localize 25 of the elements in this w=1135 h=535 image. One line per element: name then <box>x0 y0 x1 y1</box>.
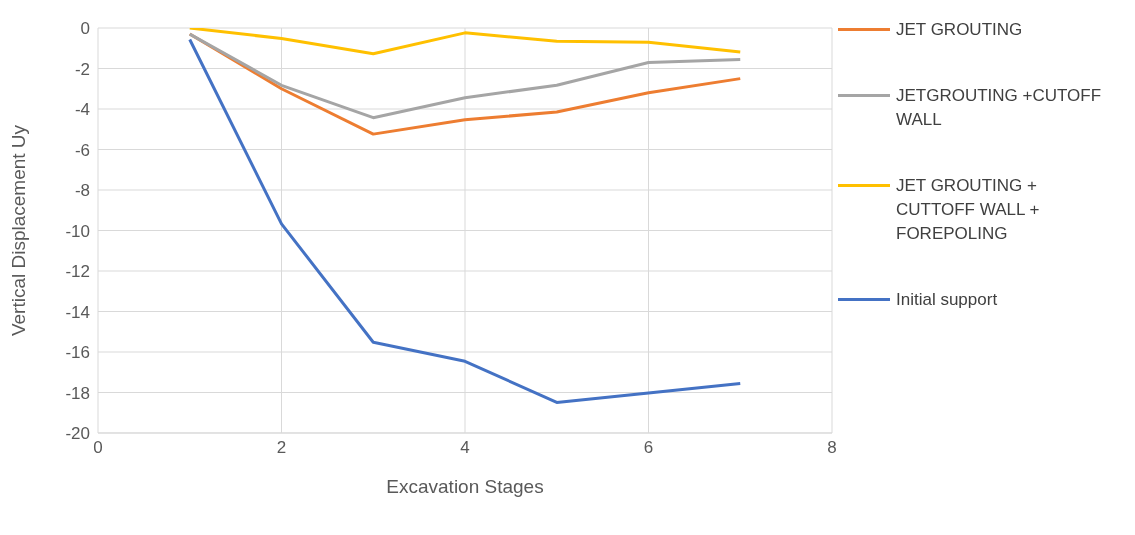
legend-label: JETGROUTING +CUTOFF WALL <box>896 85 1103 131</box>
x-tick-label: 4 <box>460 438 470 458</box>
y-tick-label: -8 <box>74 181 90 201</box>
legend-label: JET GROUTING <box>896 19 1023 41</box>
line-series <box>188 28 742 56</box>
legend-label: JET GROUTING + CUTTOFF WALL + FOREPOLING <box>896 175 1041 245</box>
y-tick-label: -12 <box>65 262 90 282</box>
y-tick-label: -4 <box>74 100 90 120</box>
line-series <box>188 38 742 404</box>
y-axis-title: Vertical Displacement Uy <box>7 124 29 337</box>
x-axis-title: Excavation Stages <box>386 476 544 497</box>
y-tick-label: -18 <box>65 383 90 403</box>
x-tick-label: 6 <box>643 438 654 458</box>
x-tick-label: 2 <box>276 438 287 458</box>
y-tick-label: -10 <box>65 221 90 241</box>
y-tick-label: -20 <box>65 424 90 444</box>
x-tick-label: 8 <box>827 438 837 458</box>
legend-label: Initial support <box>896 289 998 311</box>
y-tick-label: -6 <box>74 140 90 160</box>
y-tick-label: 0 <box>80 19 90 39</box>
y-tick-label: -2 <box>74 59 90 79</box>
y-tick-label: -14 <box>65 302 90 322</box>
x-tick-label: 0 <box>93 438 103 458</box>
y-tick-label: -16 <box>65 343 90 363</box>
line-series <box>188 32 742 120</box>
